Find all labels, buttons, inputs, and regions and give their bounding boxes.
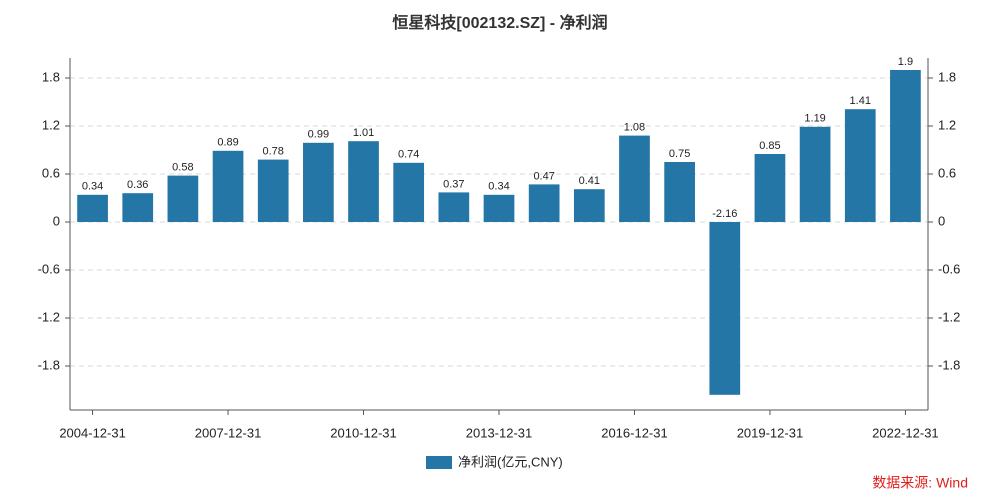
value-label: 0.75 <box>669 148 690 160</box>
value-label: -2.16 <box>712 208 737 220</box>
bar <box>212 150 244 222</box>
chart-title: 恒星科技[002132.SZ] - 净利润 <box>392 13 607 32</box>
bar <box>573 189 605 222</box>
bar <box>754 154 786 222</box>
y2-tick-label: 1.8 <box>938 69 956 84</box>
value-label: 1.41 <box>850 95 871 107</box>
y-tick-label: -1.2 <box>38 309 60 324</box>
value-label: 1.08 <box>624 122 645 134</box>
y2-tick-label: 1.2 <box>938 117 956 132</box>
legend-swatch <box>426 456 452 469</box>
bar <box>619 135 650 222</box>
value-label: 0.47 <box>533 170 554 182</box>
value-label: 0.34 <box>82 181 103 193</box>
value-label: 0.99 <box>308 129 329 141</box>
y-tick-label: -0.6 <box>38 261 60 276</box>
value-label: 0.34 <box>488 181 509 193</box>
x-tick-label: 2007-12-31 <box>195 425 262 440</box>
value-label: 1.01 <box>353 127 374 139</box>
y-tick-label: 1.8 <box>42 69 60 84</box>
bar <box>393 162 425 222</box>
bar <box>77 194 108 222</box>
x-tick-label: 2019-12-31 <box>737 425 804 440</box>
value-label: 0.85 <box>759 140 780 152</box>
bar <box>844 109 876 222</box>
x-tick-label: 2004-12-31 <box>59 425 126 440</box>
y2-tick-label: -1.8 <box>938 357 960 372</box>
x-tick-label: 2013-12-31 <box>466 425 533 440</box>
value-label: 0.37 <box>443 178 464 190</box>
value-label: 0.58 <box>172 162 193 174</box>
bar <box>303 142 334 222</box>
bar <box>799 126 831 222</box>
bar <box>528 184 560 222</box>
y2-tick-label: -0.6 <box>938 261 960 276</box>
x-tick-label: 2010-12-31 <box>330 425 397 440</box>
bar <box>483 194 515 222</box>
x-tick-label: 2022-12-31 <box>872 425 939 440</box>
x-tick-label: 2016-12-31 <box>601 425 668 440</box>
bar <box>664 162 695 222</box>
y2-tick-label: -1.2 <box>938 309 960 324</box>
y2-tick-label: 0.6 <box>938 165 956 180</box>
source: 数据来源: Wind <box>872 475 968 491</box>
legend-label: 净利润(亿元,CNY) <box>458 454 563 469</box>
y-tick-label: 1.2 <box>42 117 60 132</box>
y-tick-label: -1.8 <box>38 357 60 372</box>
bar <box>167 175 199 222</box>
bar <box>257 159 289 222</box>
value-label: 1.9 <box>898 56 913 68</box>
value-label: 0.78 <box>262 146 283 158</box>
bar <box>438 192 470 222</box>
y2-tick-label: 0 <box>938 213 945 228</box>
value-label: 0.36 <box>127 179 148 191</box>
value-label: 1.19 <box>804 113 825 125</box>
value-label: 0.89 <box>217 137 238 149</box>
bar <box>890 70 921 222</box>
y-tick-label: 0.6 <box>42 165 60 180</box>
bar <box>122 193 154 222</box>
value-label: 0.74 <box>398 149 419 161</box>
bar <box>348 141 379 222</box>
bar <box>709 222 741 395</box>
value-label: 0.41 <box>579 175 600 187</box>
y-tick-label: 0 <box>53 213 60 228</box>
